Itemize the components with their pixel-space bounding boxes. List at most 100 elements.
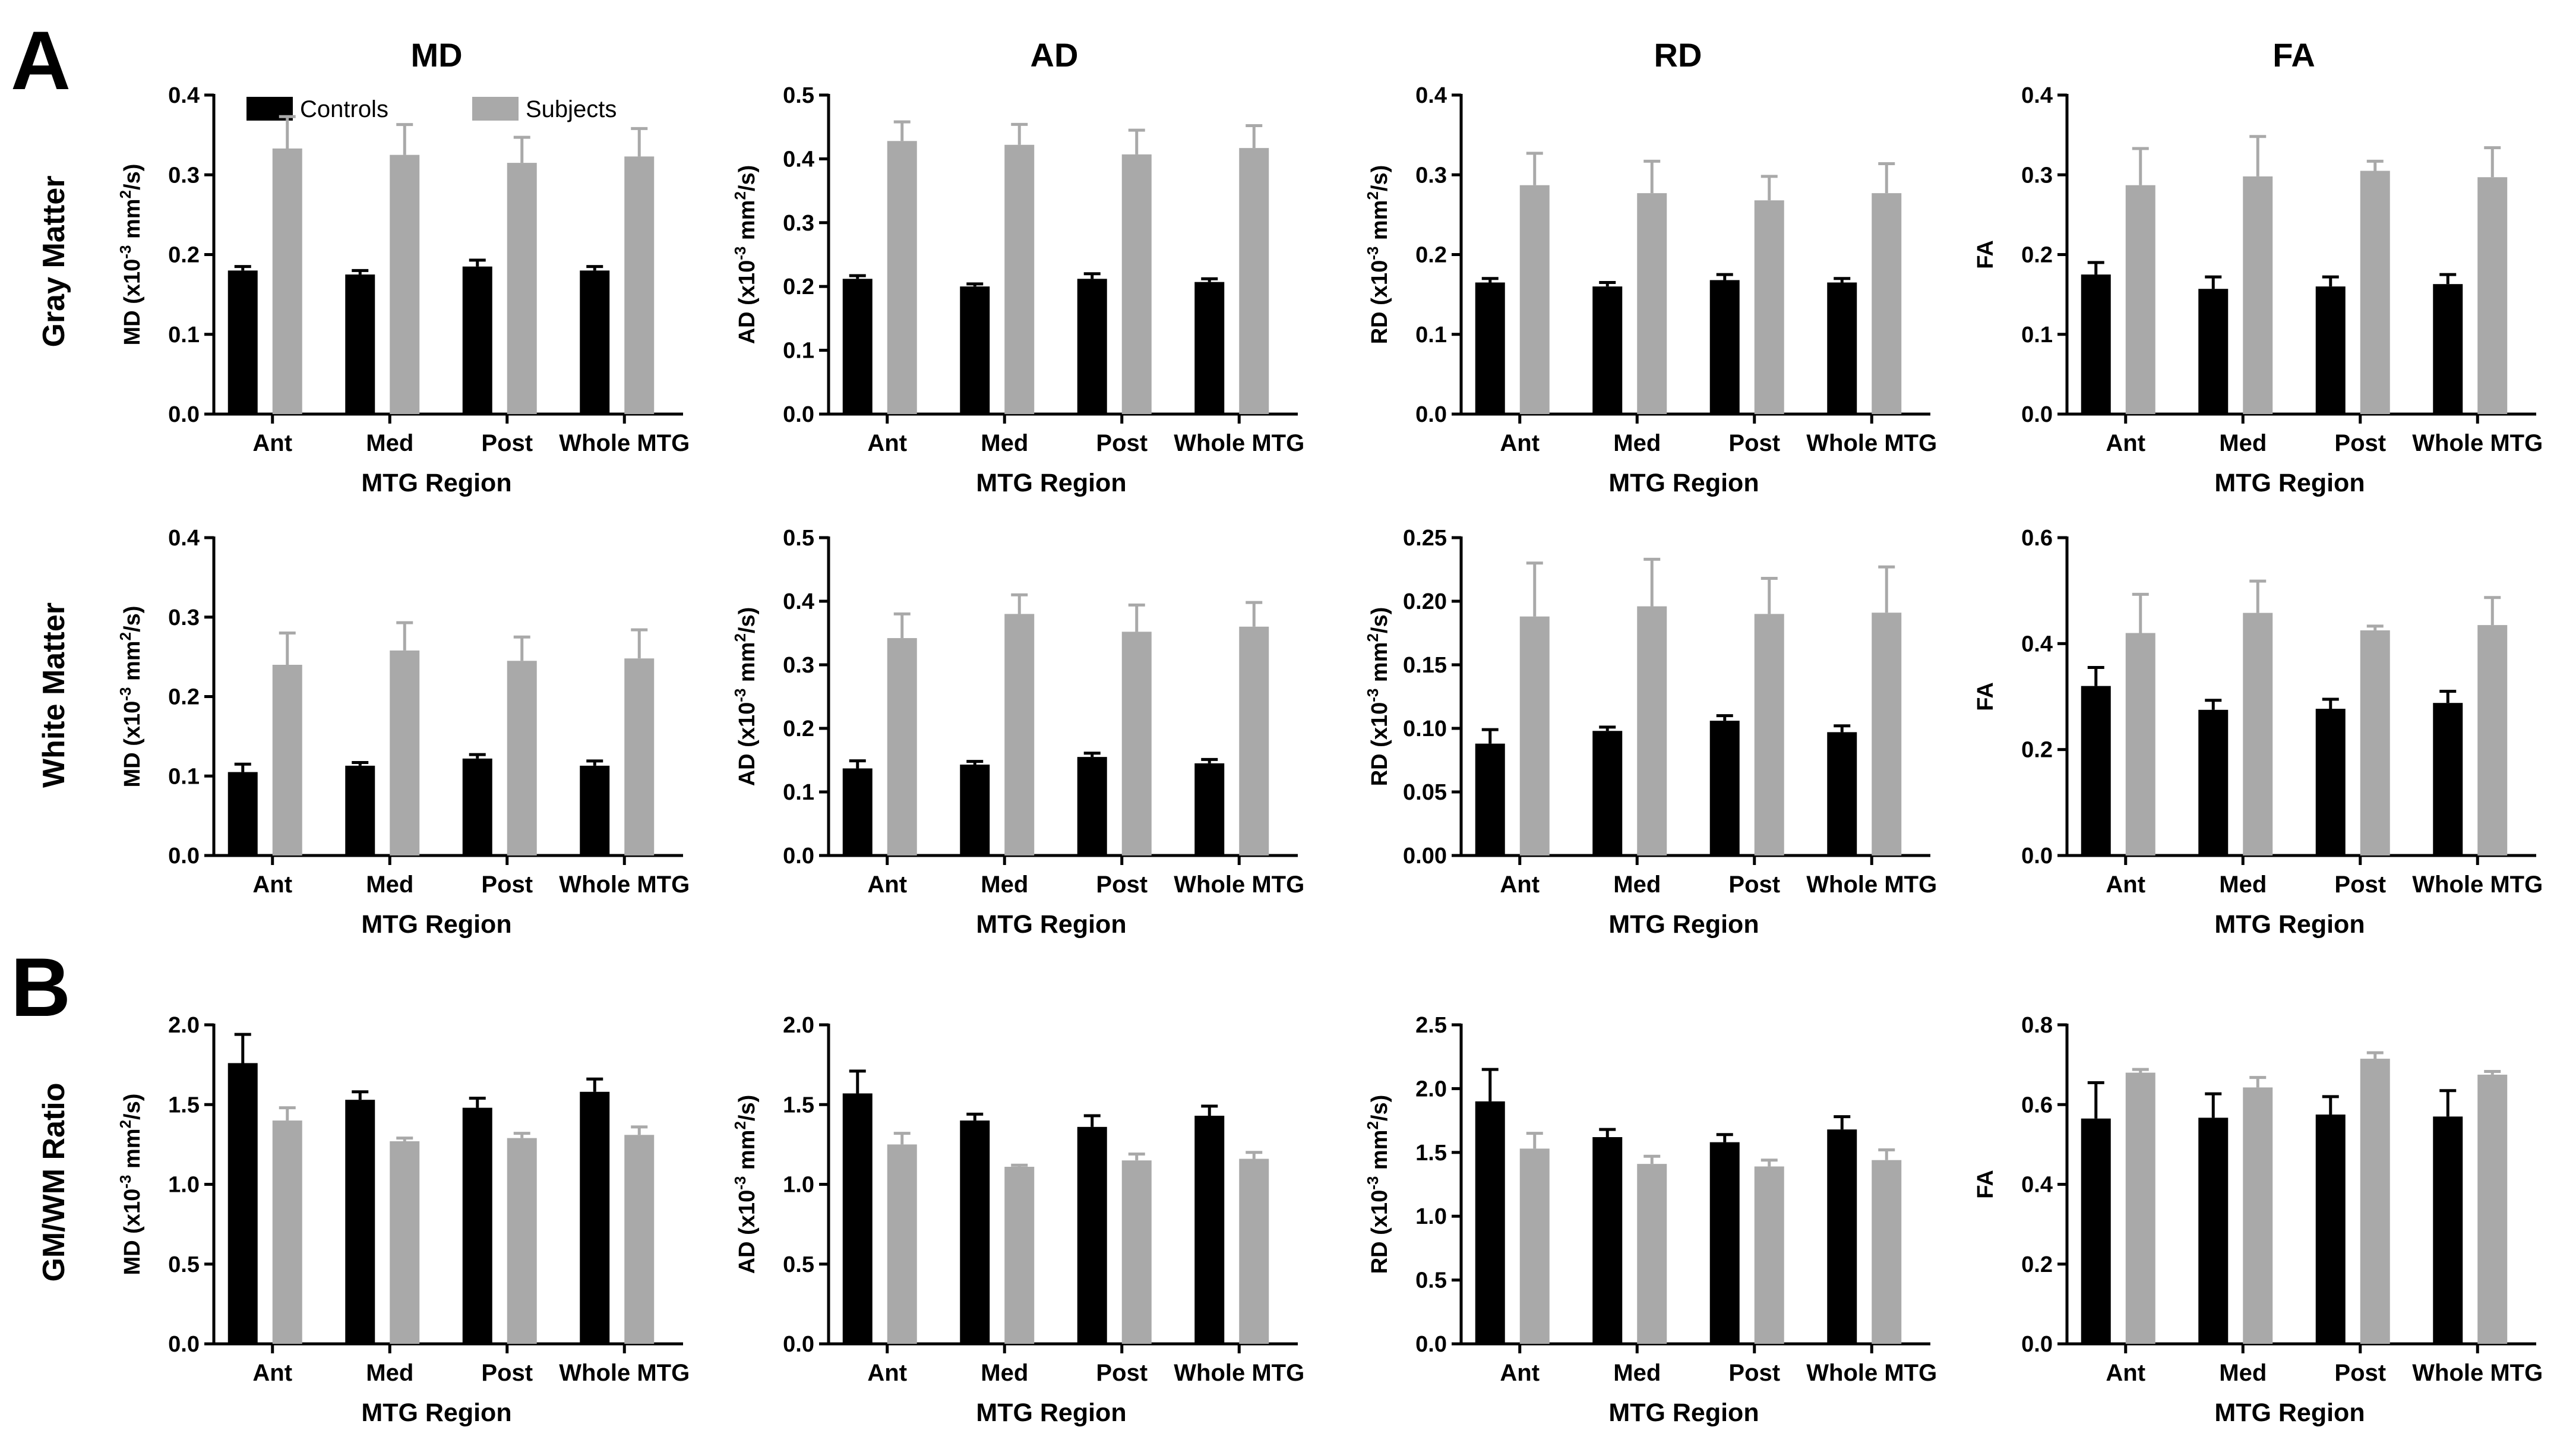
- x-tick-label: Ant: [867, 430, 907, 456]
- bar-subjects: [1004, 1166, 1035, 1344]
- bar-controls: [842, 768, 873, 855]
- y-tick-label: 0.1: [783, 780, 814, 805]
- bar-subjects: [2243, 176, 2273, 414]
- y-tick-label: 0.0: [783, 402, 814, 427]
- y-tick-label: 0.2: [2021, 738, 2053, 763]
- x-tick-label: Post: [481, 430, 533, 456]
- y-tick-label: 0.1: [168, 323, 200, 348]
- bar-subjects: [390, 1141, 420, 1344]
- x-tick-label: Med: [2219, 872, 2267, 898]
- bar-subjects: [1519, 616, 1550, 855]
- y-tick-label: 0.05: [1403, 780, 1447, 805]
- bar-controls: [345, 274, 375, 414]
- y-tick-label: 2.5: [1415, 1013, 1447, 1038]
- y-tick-label: 0.2: [1415, 243, 1447, 268]
- chart-panel-8: 0.0 0.5 1.0 1.5 2.0 Ant Med Post Whole MTG MTG Re…: [116, 1013, 690, 1427]
- y-tick-label: 0.0: [168, 1332, 200, 1357]
- chart-panel-11: 0.0 0.2 0.4 0.6 0.8 Ant Med Post Whole MTG MTG Re…: [1973, 1013, 2543, 1427]
- bar-controls: [1077, 279, 1107, 414]
- bar-subjects: [272, 1120, 302, 1344]
- y-tick-label: 0.3: [1415, 163, 1447, 188]
- bar-controls: [227, 270, 258, 414]
- y-tick-label: 0.2: [783, 716, 814, 741]
- bar-controls: [960, 764, 990, 855]
- bar-controls: [2433, 703, 2463, 855]
- x-axis-label: MTG Region: [2214, 469, 2365, 497]
- x-tick-label: Ant: [252, 430, 292, 456]
- bar-subjects: [507, 163, 537, 414]
- bar-controls: [2081, 686, 2111, 855]
- y-tick-label: 0.3: [168, 163, 200, 188]
- x-axis-label: MTG Region: [361, 1399, 511, 1427]
- y-tick-label: 0.0: [168, 844, 200, 869]
- x-tick-label: Post: [481, 1360, 533, 1386]
- y-axis-label: AD (x10-3 mm2/s): [731, 165, 760, 345]
- bar-subjects: [1121, 1160, 1152, 1344]
- bar-subjects: [1872, 1160, 1902, 1344]
- x-axis-label: MTG Region: [361, 469, 511, 497]
- y-tick-label: 0.8: [2021, 1013, 2053, 1038]
- bar-controls: [1592, 1137, 1623, 1344]
- bar-subjects: [887, 638, 917, 855]
- legend-label-controls: Controls: [300, 96, 388, 122]
- bar-controls: [2081, 1118, 2111, 1344]
- bar-subjects: [624, 658, 655, 855]
- bar-controls: [1194, 763, 1225, 855]
- chart-panel-2: 0.0 0.1 0.2 0.3 0.4 Ant Med Post Whole MTG MTG Re…: [1364, 83, 1937, 497]
- bar-controls: [227, 772, 258, 855]
- x-tick-label: Ant: [1500, 1360, 1540, 1386]
- y-tick-label: 0.0: [783, 844, 814, 869]
- y-tick-label: 0.2: [2021, 243, 2053, 268]
- y-tick-label: 0.0: [2021, 1332, 2053, 1357]
- x-tick-label: Ant: [1500, 872, 1540, 898]
- x-tick-label: Post: [481, 872, 533, 898]
- bar-controls: [1709, 721, 1740, 855]
- x-tick-label: Med: [981, 1360, 1028, 1386]
- bar-subjects: [1121, 632, 1152, 855]
- bar-subjects: [272, 665, 302, 855]
- x-tick-label: Post: [1728, 872, 1780, 898]
- x-tick-label: Whole MTG: [1174, 1360, 1304, 1386]
- x-tick-label: Ant: [2106, 872, 2145, 898]
- x-tick-label: Whole MTG: [1806, 1360, 1937, 1386]
- bar-controls: [2081, 274, 2111, 414]
- x-tick-label: Med: [981, 430, 1028, 456]
- y-tick-label: 0.1: [783, 339, 814, 364]
- x-tick-label: Med: [1613, 1360, 1661, 1386]
- y-axis-label: RD (x10-3 mm2/s): [1364, 165, 1392, 345]
- x-tick-label: Post: [2334, 872, 2386, 898]
- y-tick-label: 1.0: [783, 1173, 814, 1198]
- x-tick-label: Whole MTG: [1806, 872, 1937, 898]
- bar-subjects: [1754, 200, 1784, 414]
- bar-subjects: [2360, 171, 2390, 414]
- y-tick-label: 2.0: [168, 1013, 200, 1038]
- bar-controls: [960, 286, 990, 414]
- y-tick-label: 0.0: [168, 402, 200, 427]
- bar-controls: [1592, 731, 1623, 855]
- bar-controls: [580, 765, 610, 855]
- column-title-ad: AD: [1031, 36, 1079, 74]
- x-tick-label: Post: [1096, 872, 1148, 898]
- bar-subjects: [2243, 613, 2273, 855]
- x-tick-label: Whole MTG: [2412, 872, 2543, 898]
- y-axis-label: AD (x10-3 mm2/s): [731, 607, 760, 787]
- bar-controls: [1194, 1116, 1225, 1344]
- column-title-rd: RD: [1654, 36, 1702, 74]
- charts-group: 0.0 0.1 0.2 0.3 0.4 Ant Med Post Whole MTG MTG Re…: [116, 83, 2543, 1427]
- y-tick-label: 0.5: [1415, 1268, 1447, 1293]
- bar-controls: [1592, 286, 1623, 414]
- x-tick-label: Whole MTG: [1174, 872, 1304, 898]
- bar-subjects: [2477, 1074, 2508, 1344]
- x-tick-label: Med: [1613, 872, 1661, 898]
- bar-controls: [345, 765, 375, 855]
- y-tick-label: 0.0: [783, 1332, 814, 1357]
- y-tick-label: 0.0: [1415, 402, 1447, 427]
- x-tick-label: Ant: [1500, 430, 1540, 456]
- x-tick-label: Ant: [252, 1360, 292, 1386]
- y-tick-label: 0.3: [783, 211, 814, 236]
- bar-subjects: [1239, 626, 1269, 855]
- row-title-white-matter: White Matter: [37, 602, 71, 788]
- chart-panel-3: 0.0 0.1 0.2 0.3 0.4 Ant Med Post Whole MTG MTG Re…: [1973, 83, 2543, 497]
- panel-label-a: A: [11, 14, 71, 107]
